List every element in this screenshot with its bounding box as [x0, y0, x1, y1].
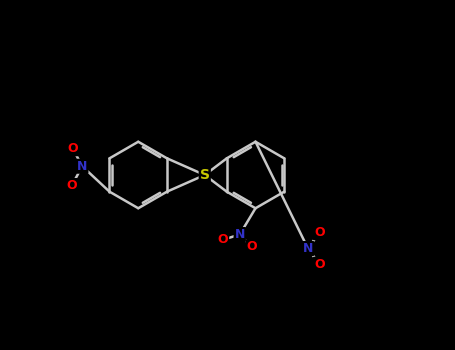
Text: O: O — [314, 226, 324, 239]
Text: O: O — [314, 258, 324, 271]
Text: O: O — [217, 233, 228, 246]
Text: N: N — [235, 228, 245, 241]
Text: O: O — [247, 240, 258, 253]
Text: O: O — [66, 179, 77, 192]
Text: N: N — [303, 242, 313, 255]
Text: S: S — [200, 168, 210, 182]
Text: N: N — [77, 160, 87, 173]
Text: O: O — [67, 142, 78, 155]
